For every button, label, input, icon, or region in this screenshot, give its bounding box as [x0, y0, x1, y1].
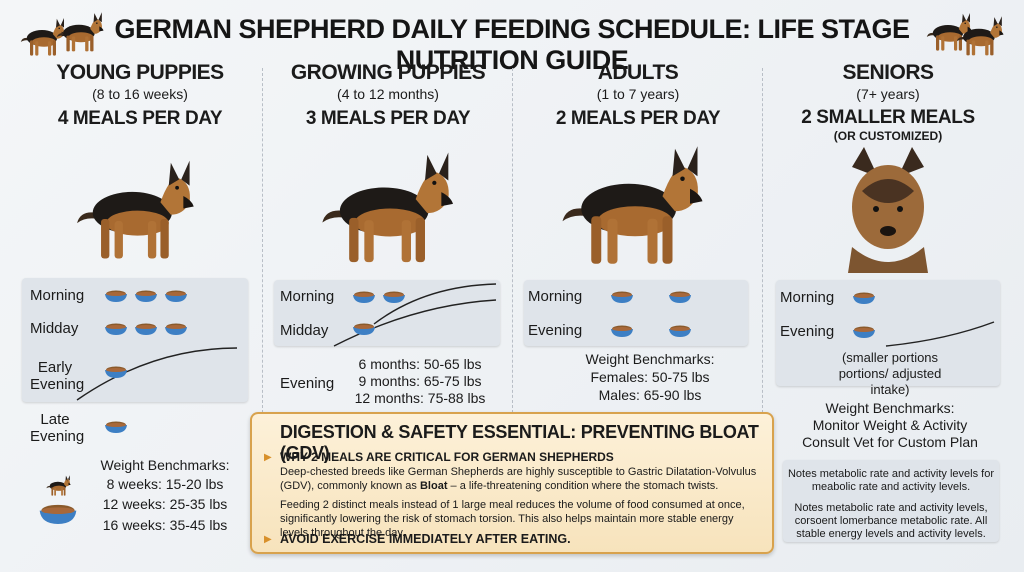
- curve: [333, 283, 497, 347]
- divider: [762, 68, 763, 413]
- meal-label: Midday: [30, 320, 79, 337]
- weight: Females: 50-75 lbs: [590, 369, 710, 385]
- food-bowl: [383, 291, 405, 303]
- weights-title: Weight Benchmarks:: [100, 457, 230, 473]
- bowl-row: [352, 322, 376, 336]
- meals-per-day: 4 MEALS PER DAY: [57, 108, 223, 129]
- meal-panel: [776, 280, 1000, 386]
- food-bowl: [669, 325, 691, 337]
- weight: 9 months: 65-75 lbs: [358, 373, 482, 389]
- stage-age: (4 to 12 months): [337, 86, 439, 102]
- bowl-row: [104, 365, 128, 379]
- meal-label: Late Evening: [30, 411, 85, 445]
- meal-label: Evening: [780, 323, 835, 340]
- note: Notes metabolic rate and activity levels…: [794, 502, 988, 540]
- bowl-row: [104, 420, 128, 434]
- text: – a life-threatening condition where the…: [447, 480, 719, 492]
- portion-note: (smaller portions portions/ adjusted int…: [838, 350, 942, 397]
- callout-subheading: WHY 2 MEALS ARE CRITICAL FOR GERMAN SHEP…: [280, 450, 614, 464]
- header-dogs-left: [20, 12, 104, 56]
- meal-label: Evening: [280, 375, 335, 392]
- meal-panel: [22, 278, 248, 402]
- stage-name: GROWING PUPPIES: [290, 61, 486, 84]
- callout-heading: DIGESTION & SAFETY ESSENTIAL: PREVENTING…: [280, 422, 759, 463]
- bowl-row: [610, 324, 692, 338]
- notes-panel: [783, 460, 999, 542]
- weight: 8 weeks: 15-20 lbs: [106, 476, 224, 492]
- stage-name: YOUNG PUPPIES: [56, 61, 224, 84]
- food-bowl: [105, 366, 127, 378]
- stage-age: (7+ years): [856, 86, 920, 102]
- page-title: GERMAN SHEPHERD DAILY FEEDING SCHEDULE: …: [114, 14, 910, 75]
- food-bowl: [853, 326, 875, 338]
- weights-title: Weight Benchmarks:: [585, 351, 715, 367]
- note: Notes metabolic rate and activity levels…: [787, 468, 995, 493]
- meal-label: Evening: [528, 322, 583, 339]
- puppy-image: [77, 160, 194, 259]
- bowl-row: [104, 322, 188, 336]
- meal-label: Morning: [528, 288, 583, 305]
- food-bowl: [105, 290, 127, 302]
- header-dogs-right: [926, 13, 1004, 56]
- divider: [262, 68, 263, 413]
- weight: 6 months: 50-65 lbs: [358, 356, 482, 372]
- dog-image: [322, 152, 453, 263]
- weight: 12 months: 75-88 lbs: [354, 390, 486, 406]
- meals-per-day: 2 MEALS PER DAY: [555, 108, 721, 129]
- food-bowl: [353, 291, 375, 303]
- dog-image: [562, 146, 703, 264]
- divider: [512, 68, 513, 413]
- stage-name: SENIORS: [842, 61, 934, 84]
- food-bowl: [105, 323, 127, 335]
- stage-age: (8 to 16 weeks): [92, 86, 188, 102]
- food-bowl: [135, 290, 157, 302]
- food-bowl: [165, 323, 187, 335]
- curve: [76, 347, 238, 401]
- meal-panel: [274, 280, 500, 346]
- meal-panel: [524, 280, 748, 346]
- puppy-bowl-icon: [39, 475, 77, 524]
- food-bowl: [669, 291, 691, 303]
- callout-warning: AVOID EXERCISE IMMEDIATELY AFTER EATING.: [280, 532, 571, 546]
- meals-per-day: 3 MEALS PER DAY: [305, 108, 471, 129]
- bowl-row: [852, 325, 876, 339]
- stage-age: (1 to 7 years): [596, 86, 680, 102]
- food-bowl: [611, 325, 633, 337]
- callout-paragraph: Deep-chested breeds like German Shepherd…: [280, 465, 760, 493]
- bowl-row: [610, 290, 692, 304]
- bloat-callout: DIGESTION & SAFETY ESSENTIAL: PREVENTING…: [250, 412, 774, 554]
- weight: Males: 65-90 lbs: [598, 387, 702, 403]
- weight: Monitor Weight & Activity: [812, 417, 968, 433]
- bullet: ▶: [264, 452, 272, 463]
- meal-label: Morning: [30, 287, 85, 304]
- food-bowl: [165, 290, 187, 302]
- weight: 16 weeks: 35-45 lbs: [102, 517, 228, 533]
- food-bowl: [611, 291, 633, 303]
- food-bowl: [353, 323, 375, 335]
- weight: 12 weeks: 25-35 lbs: [102, 496, 228, 512]
- meal-label: Midday: [280, 322, 329, 339]
- meal-label: Early Evening: [30, 359, 85, 393]
- meals-per-day: 2 SMALLER MEALS: [801, 107, 975, 128]
- bold-text: Bloat: [419, 480, 448, 492]
- food-bowl: [135, 323, 157, 335]
- meals-note: (OR CUSTOMIZED): [833, 129, 943, 143]
- weights-title: Weight Benchmarks:: [825, 400, 955, 416]
- stage-name: ADULTS: [597, 61, 679, 84]
- bowl-row: [104, 289, 188, 303]
- meal-label: Morning: [280, 288, 335, 305]
- callout-paragraph: Feeding 2 distinct meals instead of 1 la…: [280, 499, 745, 539]
- food-bowl: [853, 292, 875, 304]
- bowl-row: [852, 291, 876, 305]
- weight: Consult Vet for Custom Plan: [802, 434, 978, 450]
- text: Deep-chested breeds like German Shepherd…: [280, 466, 757, 492]
- curve: [885, 321, 995, 347]
- meal-label: Morning: [780, 289, 835, 306]
- bowl-row: [352, 290, 406, 304]
- bullet: ▶: [264, 534, 272, 545]
- senior-dog-image: [848, 147, 928, 273]
- food-bowl: [105, 421, 127, 433]
